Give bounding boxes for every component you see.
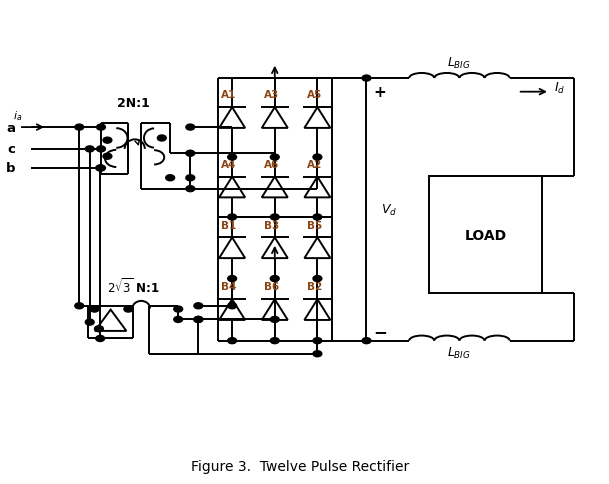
Text: A3: A3 bbox=[264, 90, 279, 100]
Circle shape bbox=[194, 317, 203, 323]
Circle shape bbox=[362, 338, 371, 344]
Circle shape bbox=[313, 276, 322, 282]
Circle shape bbox=[97, 147, 105, 152]
Text: A1: A1 bbox=[221, 90, 236, 100]
Text: $L_{BIG}$: $L_{BIG}$ bbox=[448, 56, 471, 71]
Text: B4: B4 bbox=[221, 282, 236, 292]
Circle shape bbox=[313, 155, 322, 161]
Circle shape bbox=[103, 138, 112, 144]
Text: B2: B2 bbox=[306, 282, 322, 292]
Circle shape bbox=[97, 125, 105, 131]
Circle shape bbox=[124, 306, 133, 312]
Text: LOAD: LOAD bbox=[465, 228, 507, 242]
Circle shape bbox=[94, 326, 104, 332]
Circle shape bbox=[194, 303, 203, 309]
Text: $2\sqrt{3}\ $N:1: $2\sqrt{3}\ $N:1 bbox=[107, 277, 160, 296]
Circle shape bbox=[228, 276, 236, 282]
Text: $V_d$: $V_d$ bbox=[381, 202, 397, 217]
Text: B1: B1 bbox=[221, 220, 236, 230]
Circle shape bbox=[228, 303, 236, 309]
Text: B5: B5 bbox=[306, 220, 322, 230]
Circle shape bbox=[313, 214, 322, 221]
Circle shape bbox=[186, 151, 195, 157]
Circle shape bbox=[75, 125, 83, 131]
Circle shape bbox=[186, 125, 195, 131]
Circle shape bbox=[313, 351, 322, 357]
Text: $I_d$: $I_d$ bbox=[554, 81, 565, 96]
Circle shape bbox=[228, 155, 236, 161]
Text: b: b bbox=[5, 162, 15, 175]
Circle shape bbox=[194, 317, 203, 323]
Text: 2N:1: 2N:1 bbox=[117, 97, 150, 110]
Text: Figure 3.  Twelve Pulse Rectifier: Figure 3. Twelve Pulse Rectifier bbox=[191, 459, 410, 473]
Circle shape bbox=[90, 306, 99, 312]
Circle shape bbox=[97, 166, 105, 172]
Circle shape bbox=[270, 276, 279, 282]
Circle shape bbox=[270, 317, 279, 323]
Text: −: − bbox=[373, 322, 387, 340]
Circle shape bbox=[270, 155, 279, 161]
Circle shape bbox=[313, 338, 322, 344]
Text: A6: A6 bbox=[264, 160, 279, 169]
Text: $L_{BIG}$: $L_{BIG}$ bbox=[448, 345, 471, 360]
Circle shape bbox=[96, 166, 105, 172]
Circle shape bbox=[103, 154, 112, 160]
Circle shape bbox=[166, 175, 175, 182]
Text: A2: A2 bbox=[306, 160, 322, 169]
Circle shape bbox=[186, 186, 195, 192]
Circle shape bbox=[362, 76, 371, 82]
Text: A4: A4 bbox=[221, 160, 236, 169]
Text: c: c bbox=[7, 143, 15, 156]
Circle shape bbox=[96, 336, 105, 342]
Text: +: + bbox=[373, 85, 385, 100]
Text: A5: A5 bbox=[306, 90, 322, 100]
Circle shape bbox=[228, 338, 236, 344]
Circle shape bbox=[75, 303, 83, 309]
Circle shape bbox=[85, 319, 94, 325]
Circle shape bbox=[174, 317, 183, 323]
Circle shape bbox=[270, 214, 279, 221]
Circle shape bbox=[174, 306, 183, 312]
Circle shape bbox=[157, 136, 166, 142]
Text: B3: B3 bbox=[264, 220, 279, 230]
Circle shape bbox=[228, 214, 236, 221]
Text: a: a bbox=[6, 121, 15, 134]
Bar bbox=[429, 177, 542, 294]
Text: $i_a$: $i_a$ bbox=[13, 108, 22, 122]
Circle shape bbox=[85, 147, 94, 152]
Circle shape bbox=[186, 175, 195, 182]
Text: B6: B6 bbox=[264, 282, 279, 292]
Circle shape bbox=[270, 338, 279, 344]
